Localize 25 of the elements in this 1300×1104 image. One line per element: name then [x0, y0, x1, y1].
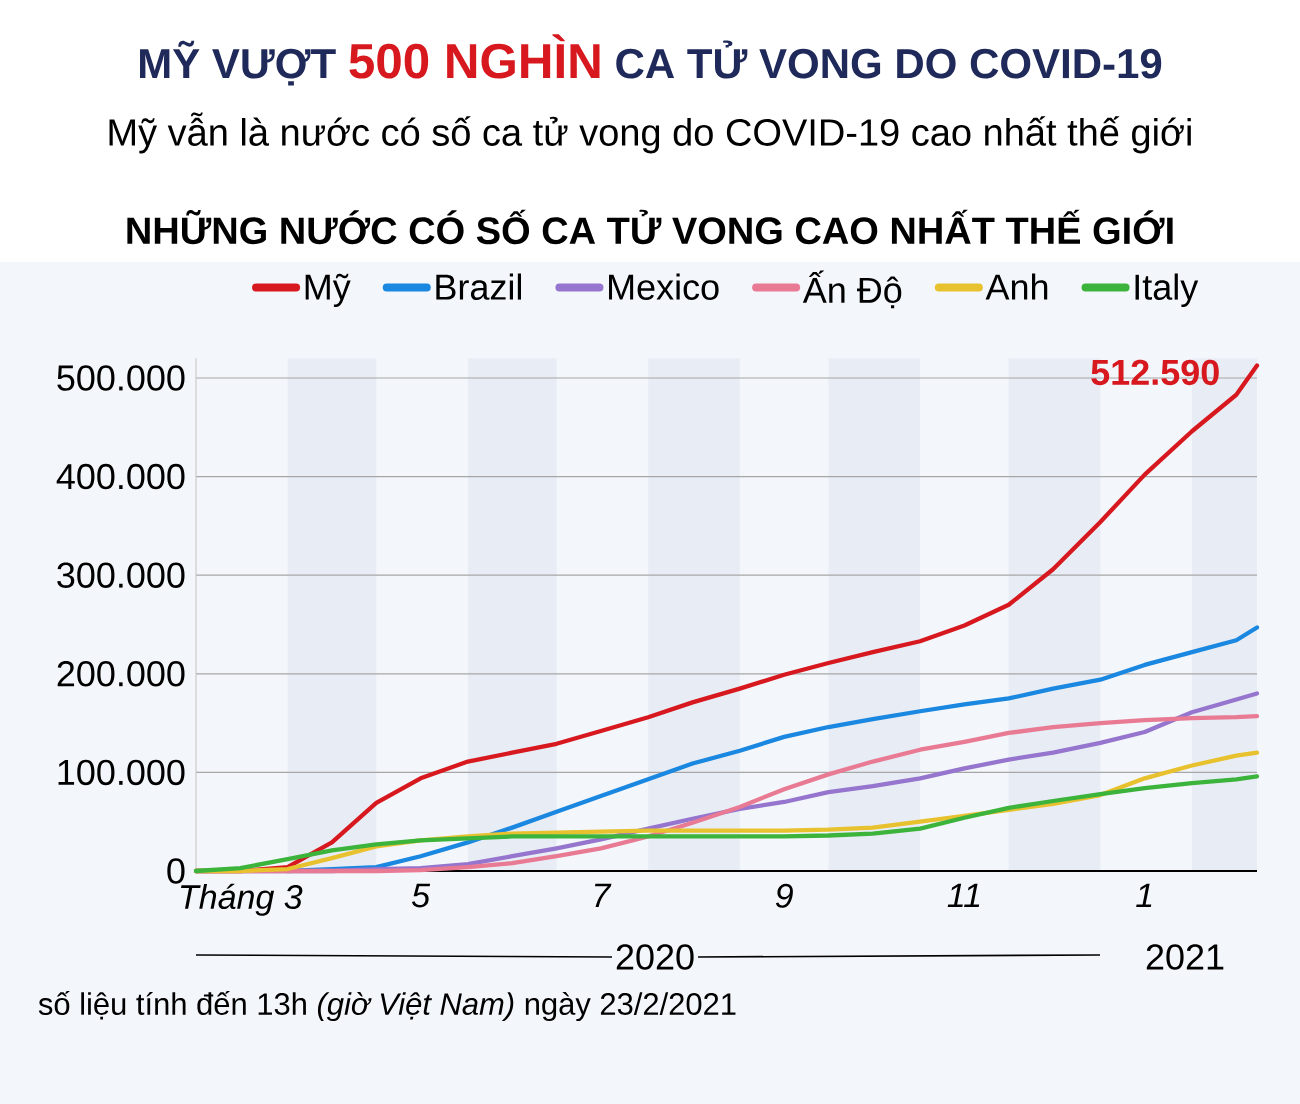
legend-label: Ấn Độ [802, 270, 902, 309]
annotation: 512.590 [1091, 359, 1219, 386]
y-tick-label: 100.000 [58, 759, 185, 786]
x-tick-label: 11 [947, 883, 980, 908]
y-tick-label: 300.000 [57, 562, 185, 588]
y-tick-label: 400.000 [56, 463, 185, 490]
text: NHỮNG NƯỚC CÓ SỐ CA TỬ VONG CAO NHẤT THẾ GIỚI [127, 209, 1173, 245]
y-tick-label: 500.000 [57, 365, 185, 391]
text: số liệu tính đến 13h (giờ Việt Nam) ngày 23/2/2021 [38, 990, 736, 1022]
y-tick-label: 0 [167, 858, 185, 884]
x-tick-label: Tháng 3 [181, 883, 303, 916]
legend-label: Anh [985, 273, 1048, 300]
chart-subtitle: Mỹ vẫn là nước có số ca tử vong do COVID-19 cao nhất thế giới [109, 112, 1191, 154]
legend-label: Mexico [609, 273, 719, 300]
x-tick-label: 7 [594, 883, 612, 908]
x-tick-label: 1 [1136, 883, 1152, 908]
text: 2021 [1146, 944, 1224, 970]
legend-label: Mỹ [305, 273, 351, 307]
legend-label: Brazil [436, 273, 521, 300]
chart-title: MỸ VƯỢT 500 NGHÌN CA TỬ VONG DO COVID-19 [140, 34, 1162, 86]
text: 2020 [616, 944, 694, 970]
x-tick-label: 5 [411, 883, 431, 908]
y-tick-label: 200.000 [57, 661, 185, 687]
legend-label: Italy [1135, 273, 1199, 308]
x-tick-label: 9 [775, 883, 793, 908]
